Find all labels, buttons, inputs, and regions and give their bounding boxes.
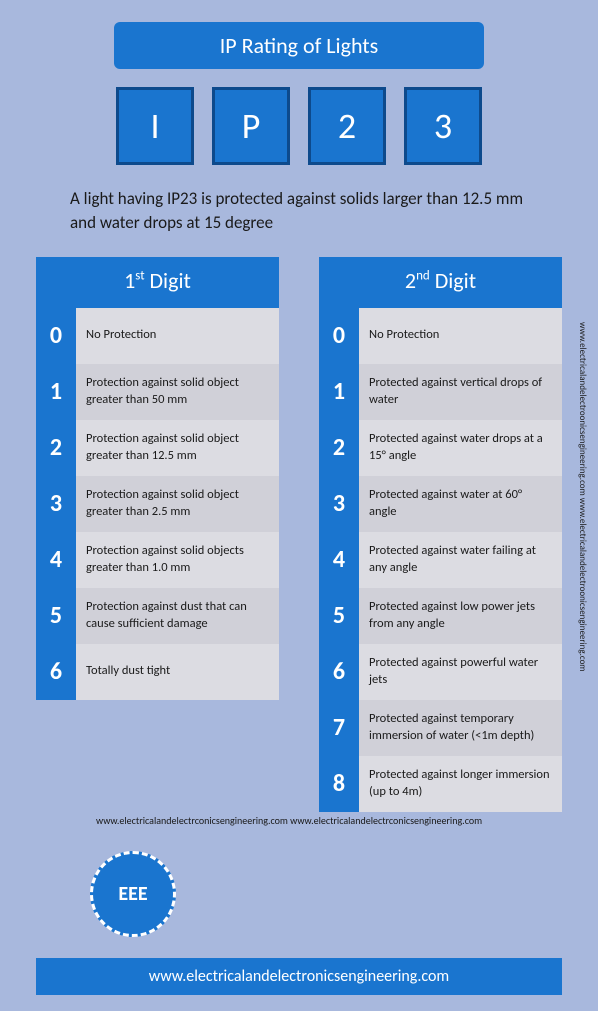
row-number: 6 xyxy=(36,644,76,700)
first-digit-rows: 0No Protection1Protection against solid … xyxy=(36,308,279,700)
row-number: 4 xyxy=(36,532,76,588)
table-row: 2Protection against solid object greater… xyxy=(36,420,279,476)
title-bar: IP Rating of Lights xyxy=(114,22,484,69)
table-row: 8Protected against longer immersion (up … xyxy=(319,756,562,812)
row-text: Protected against water at 60° angle xyxy=(359,476,562,532)
row-number: 3 xyxy=(319,476,359,532)
ip-box-i: I xyxy=(116,87,194,165)
row-text: Protected against powerful water jets xyxy=(359,644,562,700)
header-num: 2 xyxy=(405,267,416,294)
ip-code-boxes: I P 2 3 xyxy=(0,87,598,165)
table-row: 7Protected against temporary immersion o… xyxy=(319,700,562,756)
row-number: 0 xyxy=(319,308,359,364)
first-digit-table: 1st Digit 0No Protection1Protection agai… xyxy=(36,257,279,700)
second-digit-rows: 0No Protection1Protected against vertica… xyxy=(319,308,562,812)
row-text: Protected against water failing at any a… xyxy=(359,532,562,588)
row-number: 6 xyxy=(319,644,359,700)
row-text: Protected against vertical drops of wate… xyxy=(359,364,562,420)
table-row: 2Protected against water drops at a 15° … xyxy=(319,420,562,476)
row-text: Protection against dust that can cause s… xyxy=(76,588,279,644)
table-row: 3Protected against water at 60° angle xyxy=(319,476,562,532)
row-text: No Protection xyxy=(76,308,279,364)
row-text: No Protection xyxy=(359,308,562,364)
row-text: Protection against solid object greater … xyxy=(76,420,279,476)
row-number: 7 xyxy=(319,700,359,756)
first-digit-header: 1st Digit xyxy=(36,257,279,308)
header-num: 1 xyxy=(124,267,135,294)
header-label: Digit xyxy=(145,267,191,294)
subtitle: A light having IP23 is protected against… xyxy=(70,187,528,235)
row-number: 0 xyxy=(36,308,76,364)
ip-box-2: 2 xyxy=(308,87,386,165)
row-number: 1 xyxy=(319,364,359,420)
watermark-vertical: www.electricalandelectroonicsengineering… xyxy=(577,322,588,672)
second-digit-header: 2nd Digit xyxy=(319,257,562,308)
ip-box-3: 3 xyxy=(404,87,482,165)
table-row: 4Protected against water failing at any … xyxy=(319,532,562,588)
row-number: 2 xyxy=(36,420,76,476)
tables-container: 1st Digit 0No Protection1Protection agai… xyxy=(36,257,562,812)
table-row: 6Totally dust tight xyxy=(36,644,279,700)
second-digit-table: 2nd Digit 0No Protection1Protected again… xyxy=(319,257,562,812)
header-ord: nd xyxy=(416,268,430,283)
row-number: 1 xyxy=(36,364,76,420)
table-row: 0No Protection xyxy=(36,308,279,364)
row-text: Protection against solid object greater … xyxy=(76,364,279,420)
table-row: 6Protected against powerful water jets xyxy=(319,644,562,700)
eee-badge: EEE xyxy=(90,851,176,937)
ip-box-p: P xyxy=(212,87,290,165)
row-number: 5 xyxy=(36,588,76,644)
row-text: Protection against solid object greater … xyxy=(76,476,279,532)
table-row: 5Protection against dust that can cause … xyxy=(36,588,279,644)
row-text: Protected against low power jets from an… xyxy=(359,588,562,644)
table-row: 3Protection against solid object greater… xyxy=(36,476,279,532)
row-text: Protected against temporary immersion of… xyxy=(359,700,562,756)
table-row: 0No Protection xyxy=(319,308,562,364)
table-row: 4Protection against solid objects greate… xyxy=(36,532,279,588)
watermark-horizontal: www.electricalandelectrconicsengineering… xyxy=(96,814,482,827)
row-text: Protection against solid objects greater… xyxy=(76,532,279,588)
row-number: 3 xyxy=(36,476,76,532)
row-text: Totally dust tight xyxy=(76,644,279,700)
row-text: Protected against water drops at a 15° a… xyxy=(359,420,562,476)
row-text: Protected against longer immersion (up t… xyxy=(359,756,562,812)
footer-url: www.electricalandelectronicsengineering.… xyxy=(36,958,562,995)
row-number: 5 xyxy=(319,588,359,644)
header-label: Digit xyxy=(430,267,476,294)
row-number: 2 xyxy=(319,420,359,476)
table-row: 5Protected against low power jets from a… xyxy=(319,588,562,644)
table-row: 1Protection against solid object greater… xyxy=(36,364,279,420)
row-number: 8 xyxy=(319,756,359,812)
header-ord: st xyxy=(135,268,144,283)
row-number: 4 xyxy=(319,532,359,588)
table-row: 1Protected against vertical drops of wat… xyxy=(319,364,562,420)
